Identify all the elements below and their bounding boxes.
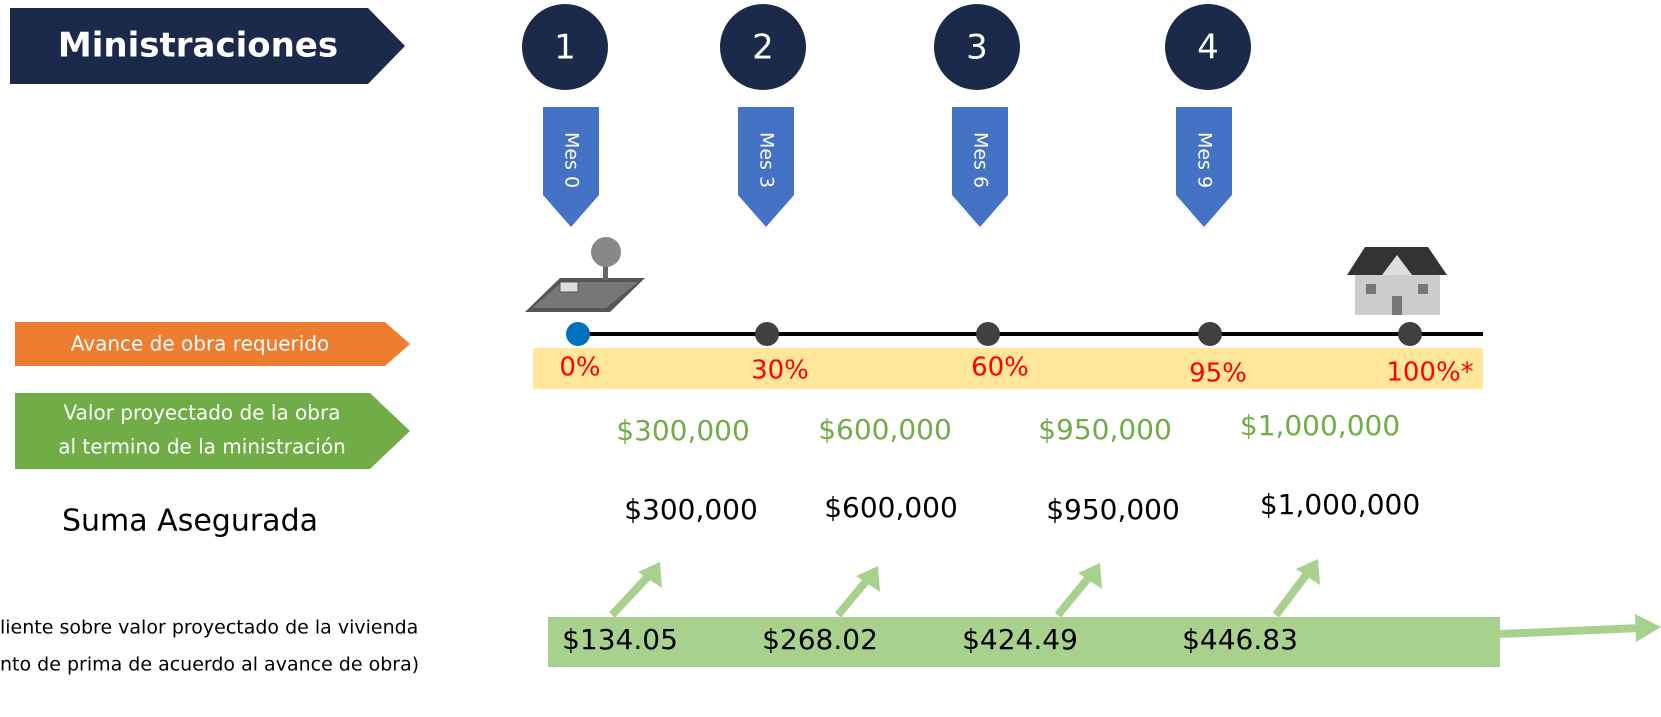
title: Ministraciones	[58, 26, 338, 66]
projected-value: $600,000	[818, 413, 952, 446]
month-label: Mes 6	[970, 132, 992, 188]
lot-icon	[525, 237, 645, 312]
month-label: Mes 9	[1194, 132, 1216, 188]
step-number: 4	[1197, 28, 1219, 68]
step-number: 2	[752, 28, 774, 68]
step-number: 3	[966, 28, 988, 68]
timeline-dot	[1398, 322, 1422, 346]
month-label: Mes 0	[561, 132, 583, 188]
insured-sum: $600,000	[824, 491, 958, 524]
diagram: Ministraciones Avance de obra requerido …	[0, 0, 1661, 717]
percent: 95%	[1189, 359, 1247, 389]
house-icon	[1347, 247, 1447, 315]
premium-arrow	[1500, 628, 1640, 634]
premium: $268.02	[762, 623, 878, 656]
valor-label: Valor proyectado de la obra	[64, 401, 341, 425]
premium: $134.05	[562, 623, 678, 656]
percent: 30%	[751, 356, 809, 386]
projected-value: $1,000,000	[1240, 409, 1400, 442]
percent: 60%	[971, 353, 1029, 383]
premium: $446.83	[1182, 623, 1298, 656]
step-number: 1	[554, 28, 576, 68]
timeline-dot	[566, 322, 590, 346]
premium-arrow-head	[1635, 614, 1661, 642]
valor-label: al termino de la ministración	[58, 435, 346, 459]
percent: 0%	[559, 353, 600, 383]
insured-sum: $1,000,000	[1260, 488, 1420, 521]
timeline-dot	[1198, 322, 1222, 346]
premium: $424.49	[962, 623, 1078, 656]
suma-label: Suma Asegurada	[62, 504, 318, 539]
insured-sum: $300,000	[624, 493, 758, 526]
month-label: Mes 3	[756, 132, 778, 188]
projected-value: $300,000	[616, 414, 750, 447]
avance-label: Avance de obra requerido	[71, 332, 330, 356]
timeline-dot	[755, 322, 779, 346]
final-percent: 100%*	[1386, 358, 1473, 388]
note-line: nto de prima de acuerdo al avance de obr…	[0, 654, 419, 676]
insured-sum: $950,000	[1046, 493, 1180, 526]
note-line: liente sobre valor proyectado de la vivi…	[0, 617, 418, 639]
projected-value: $950,000	[1038, 413, 1172, 446]
timeline-dot	[976, 322, 1000, 346]
